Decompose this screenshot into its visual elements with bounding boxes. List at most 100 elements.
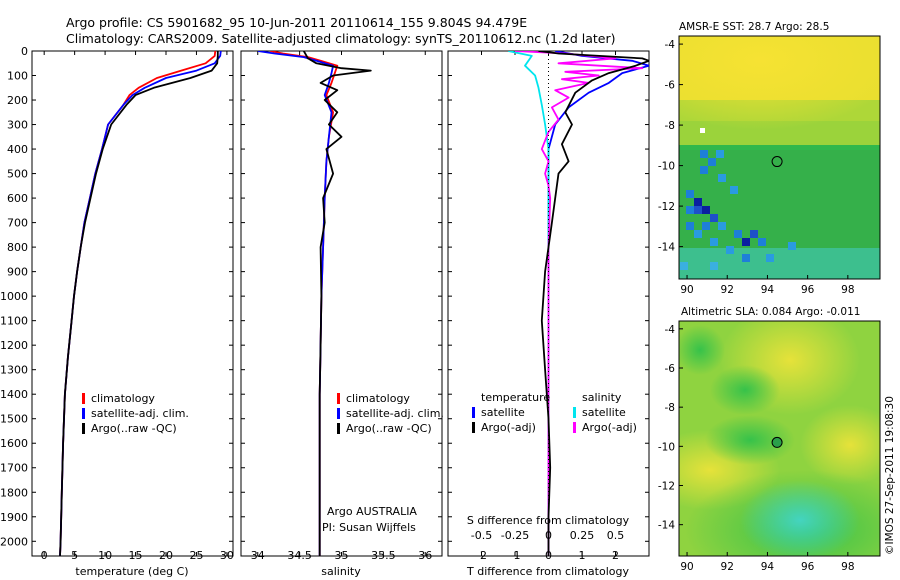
x-tick-label: 20: [159, 549, 173, 562]
series-line-argo-raw-qc-: [303, 51, 372, 556]
sst-cell: [716, 150, 724, 158]
sst-pixels: [680, 128, 796, 270]
sst-map-axes: 90 92 94 96 98 -4 -6 -8 -10 -12 -14: [658, 39, 855, 296]
legend-label: satellite: [582, 406, 626, 419]
temperature-axis: 0 5 10 15 20 25 30: [41, 51, 234, 562]
depth-tick-label: 1300: [0, 364, 28, 377]
depth-tick-label: 1200: [0, 339, 28, 352]
map-x-tick-label: 90: [680, 284, 693, 296]
sst-cell: [758, 238, 766, 246]
legend-swatch: [337, 408, 340, 419]
salinity-legend: climatology satellite-adj. clim. Argo(..ra…: [337, 392, 444, 435]
difference-depth-ticks: [448, 50, 649, 542]
depth-tick-label: 400: [7, 143, 28, 156]
salinity-series: [257, 51, 372, 556]
legend-swatch: [82, 423, 85, 434]
legend-title-temperature: temperature: [481, 391, 550, 404]
legend-label: satellite-adj. clim.: [91, 407, 189, 420]
sst-map-title: AMSR-E SST: 28.7 Argo: 28.5: [679, 21, 829, 33]
sla-map-panel: Altimetric SLA: 0.084 Argo: -0.011 90 92 9…: [658, 306, 881, 573]
x-tick-label: 2: [612, 549, 619, 562]
legend-swatch: [573, 422, 576, 433]
legend-label: Argo(..raw -QC): [91, 422, 177, 435]
map-y-tick-label: -6: [665, 363, 676, 375]
sst-cell: [710, 238, 718, 246]
legend-swatch: [472, 422, 475, 433]
difference-series: [508, 51, 649, 556]
legend-label: climatology: [91, 392, 155, 405]
sla-argo-marker: [771, 436, 783, 448]
map-x-tick-label: 94: [761, 284, 775, 296]
header-line-2: Climatology: CARS2009. Satellite-adjuste…: [66, 31, 616, 46]
sst-cell: [750, 230, 758, 238]
series-line-s-argo-adj-: [514, 51, 644, 556]
map-x-tick-label: 92: [721, 284, 734, 296]
legend-swatch: [82, 393, 85, 404]
sst-map-panel: AMSR-E SST: 28.7 Argo: 28.5 90 92 94 96 98 -4…: [658, 21, 881, 296]
x-tick-label: 0: [41, 549, 48, 562]
sst-cell: [708, 158, 716, 166]
depth-tick-label: 1900: [0, 511, 28, 524]
temperature-panel: 0100200300400500600700800900100011001200…: [0, 45, 234, 578]
map-y-tick-label: -10: [658, 441, 675, 453]
sst-cell: [742, 238, 750, 246]
sst-cell: [718, 222, 726, 230]
imos-stamp: ©IMOS 27-Sep-2011 19:08:30: [884, 396, 896, 555]
sst-cell: [766, 254, 774, 262]
depth-axis: 0 100 200 300 400 500 600 700 800 900 1000 1100 1200…: [0, 45, 233, 548]
sst-cell: [742, 254, 750, 262]
sst-cell: [680, 262, 688, 270]
map-x-tick-label: 98: [841, 561, 854, 573]
sst-cell: [700, 128, 705, 133]
depth-tick-label: 0: [21, 45, 28, 58]
sst-cell: [694, 206, 702, 214]
depth-tick-label: 2000: [0, 535, 28, 548]
sst-cell: [686, 222, 694, 230]
map-y-tick-label: -12: [658, 201, 675, 213]
map-y-tick-label: -8: [665, 120, 675, 132]
legend-label: climatology: [346, 392, 410, 405]
legend-label: Argo(-adj): [481, 421, 536, 434]
x-tick-label: 35: [335, 549, 349, 562]
sst-cell: [710, 262, 718, 270]
temperature-legend: climatology satellite-adj. clim. Argo(..ra…: [82, 392, 189, 435]
depth-tick-label: 700: [7, 217, 28, 230]
salinity-axes-box: [240, 50, 443, 557]
sst-cell: [726, 246, 734, 254]
depth-tick-label: 1600: [0, 437, 28, 450]
x-tick-label: 1: [579, 549, 586, 562]
depth-tick-label: 200: [7, 94, 28, 107]
t-difference-xlabel: T difference from climatology: [466, 565, 629, 578]
x-tick-label: 10: [98, 549, 112, 562]
s-difference-axis: -0.5-0.2500.250.5: [471, 529, 624, 542]
map-y-tick-label: -8: [665, 402, 675, 414]
depth-tick-label: 1400: [0, 388, 28, 401]
map-x-tick-label: 96: [801, 561, 815, 573]
depth-tick-label: 900: [7, 266, 28, 279]
sst-map-frame: [678, 35, 881, 280]
depth-tick-label: 600: [7, 192, 28, 205]
institution-label: Argo AUSTRALIA: [327, 505, 417, 518]
series-line-t-argo-adj-: [538, 51, 649, 556]
pi-label: PI: Susan Wijffels: [322, 521, 416, 534]
x-tick-label: 36: [418, 549, 432, 562]
sst-cell: [694, 230, 702, 238]
legend-title-salinity: salinity: [582, 391, 622, 404]
salinity-depth-ticks: [241, 50, 442, 542]
depth-tick-label: 1000: [0, 290, 28, 303]
legend-label: Argo(..raw -QC): [346, 422, 432, 435]
map-y-tick-label: -12: [658, 481, 675, 493]
s-tick-label: -0.25: [501, 529, 529, 542]
map-y-tick-label: -6: [665, 80, 676, 92]
sst-cell: [694, 198, 702, 206]
depth-tick-label: 1800: [0, 486, 28, 499]
legend-label: Argo(-adj): [582, 421, 637, 434]
sst-cell: [710, 214, 718, 222]
map-x-tick-label: 92: [721, 561, 734, 573]
sst-cell: [734, 230, 742, 238]
legend-label: satellite: [481, 406, 525, 419]
legend-label: satellite-adj. clim.: [346, 407, 444, 420]
salinity-panel: 34 34.5 35 35.5 36 climatology satellite-adj.…: [240, 50, 444, 578]
